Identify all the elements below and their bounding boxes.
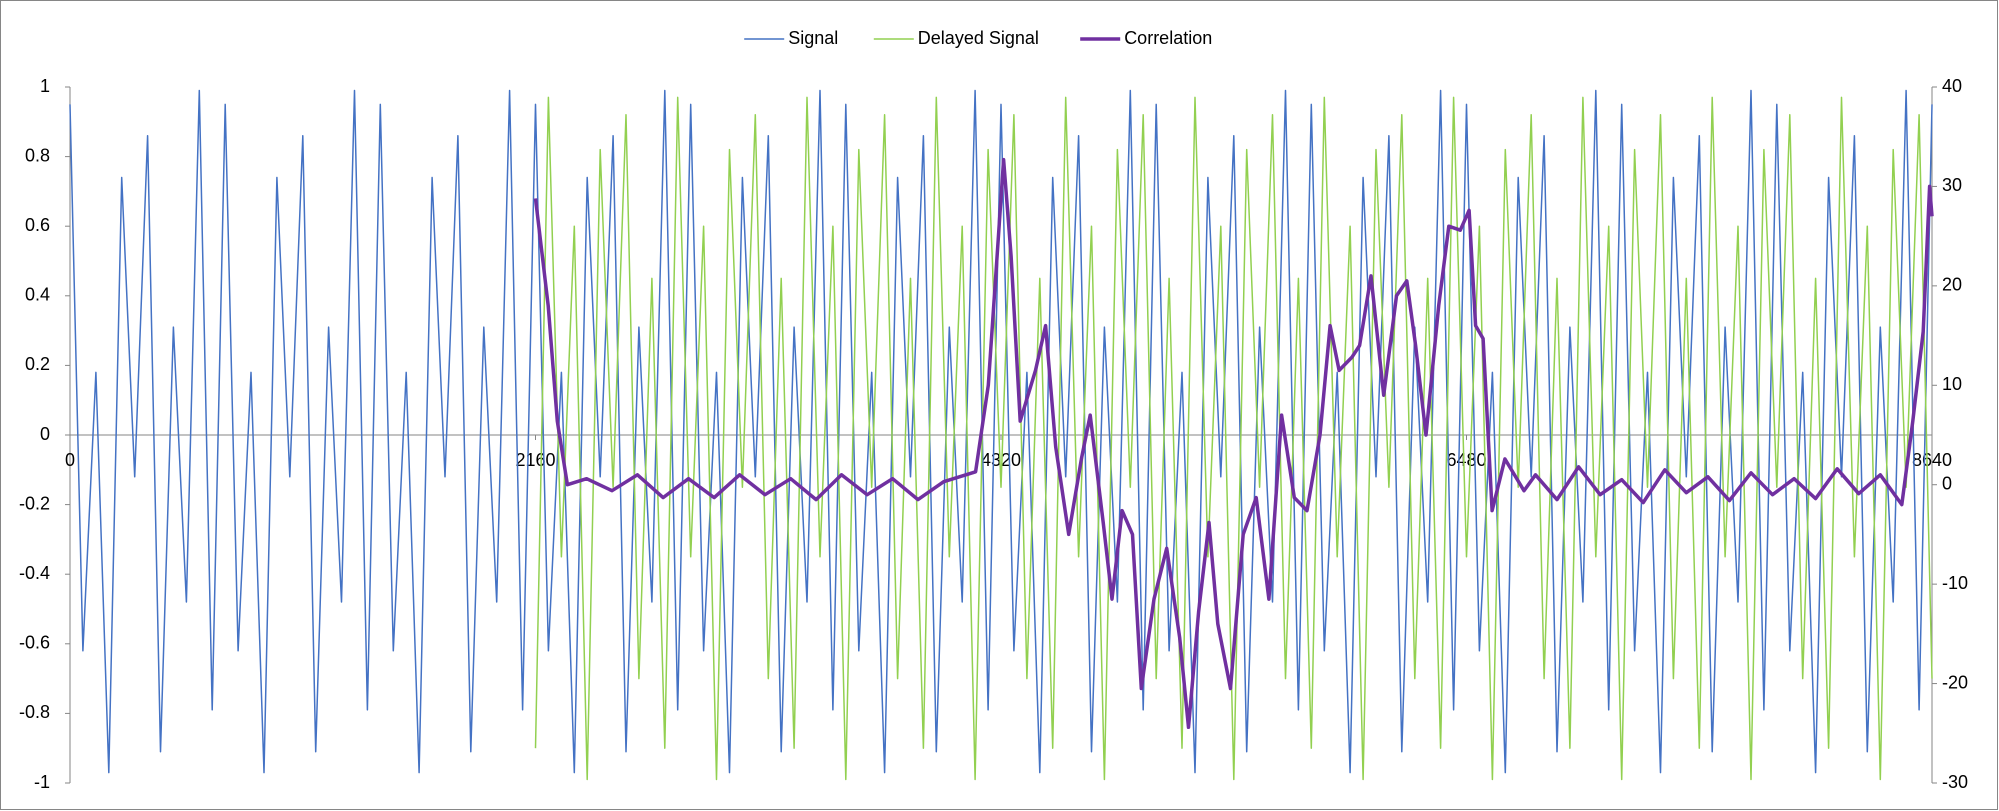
x-tick-label: 6480 [1446,450,1486,470]
y-tick-label: 0.6 [25,215,50,235]
legend-label: Correlation [1124,28,1212,48]
y-tick-label: 0.4 [25,285,50,305]
x-tick-label: 2160 [515,450,555,470]
y2-tick-label: -20 [1942,672,1968,692]
y-tick-label: 1 [40,76,50,96]
x-tick-label: 4320 [981,450,1021,470]
y2-tick-label: 30 [1942,175,1962,195]
series-line [69,89,1933,774]
y-tick-label: -0.2 [19,493,50,513]
x-tick-label: 0 [65,450,75,470]
y-tick-label: 0.2 [25,354,50,374]
y-tick-label: 0.8 [25,145,50,165]
legend: Signal Delayed Signal Correlation [744,28,1212,48]
y2-tick-label: 0 [1942,473,1952,493]
y2-tick-label: 10 [1942,374,1962,394]
y-tick-label: -0.4 [19,563,50,583]
y-tick-label: 0 [40,424,50,444]
legend-label: Delayed Signal [918,28,1039,48]
x-tick-label: 8640 [1912,450,1952,470]
y2-tick-label: 40 [1942,76,1962,96]
y2-tick-label: 20 [1942,275,1962,295]
series-line [534,96,1933,781]
legend-label: Signal [788,28,838,48]
y-tick-label: -1 [34,772,50,792]
y-tick-label: -0.8 [19,702,50,722]
y2-tick-label: -30 [1942,772,1968,792]
y2-tick-label: -10 [1942,573,1968,593]
series-line [533,157,1934,730]
y-tick-label: -0.6 [19,633,50,653]
